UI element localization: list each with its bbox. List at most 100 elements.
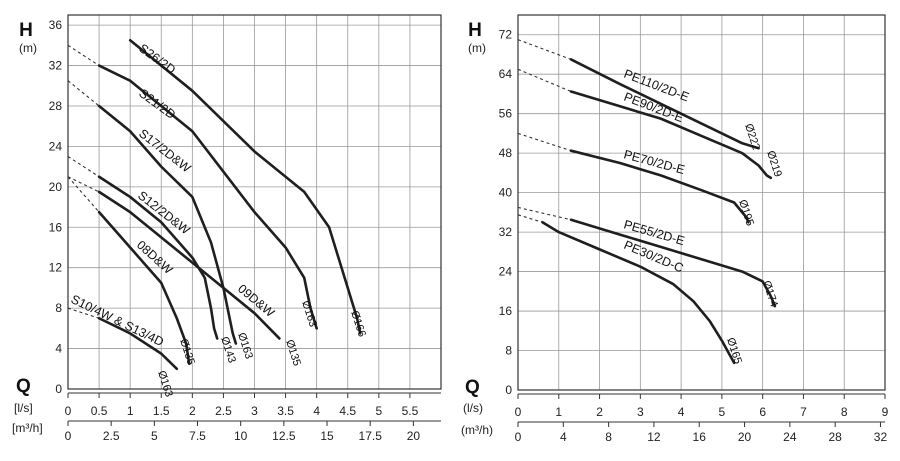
x-tick-label-ls: 6: [759, 405, 766, 419]
impeller-diameter-label: Ø163: [155, 369, 175, 398]
pump-curve: [97, 64, 318, 330]
x-tick-label-ls: 0: [515, 405, 522, 419]
x-tick-label-ls: 2.5: [215, 404, 232, 418]
x-tick-label-ls: 3: [637, 405, 644, 419]
x-axis-unit-ls: (l/s): [463, 401, 483, 415]
plot-frame: [67, 14, 442, 390]
plot-frame: [517, 14, 886, 391]
impeller-diameter-label: Ø166: [348, 309, 368, 338]
x-axis-symbol: Q: [16, 376, 31, 397]
y-tick-label: 0: [505, 383, 512, 397]
pump-curve: [569, 90, 773, 180]
y-tick-label: 48: [499, 146, 513, 160]
y-tick-label: 32: [49, 59, 63, 73]
impeller-diameter-label: Ø163: [235, 331, 255, 360]
y-tick-label: 4: [55, 342, 62, 356]
x-axis-symbol: Q: [465, 377, 480, 398]
curve-label: S21/2D: [136, 86, 178, 122]
x-tick-label-m3h: 15: [320, 429, 334, 443]
x-tick-label-m3h: 12: [647, 430, 661, 444]
x-tick-label-ls: 4: [678, 405, 685, 419]
pump-curve: [569, 218, 777, 308]
y-tick-label: 40: [499, 186, 513, 200]
x-axis-unit-m3h: [m³/h]: [12, 421, 43, 435]
x-tick-label-m3h: 20: [738, 430, 752, 444]
curve-extension-dashed: [67, 176, 100, 213]
pump-curve: [128, 38, 362, 335]
x-tick-label-ls: 3: [251, 404, 258, 418]
x-tick-label-ls: 1.5: [153, 404, 170, 418]
x-tick-label-ls: 4.5: [339, 404, 356, 418]
left-chart: 0 4 8 12 16 20 24 28 32 36 0 0.5 1 1.5 2 2.5 3 3.5 4 4.5 5 5.…: [12, 14, 442, 443]
curve-label: S12/2D&W: [135, 188, 192, 237]
y-tick-label: 12: [49, 261, 63, 275]
x-tick-label-ls: 5: [375, 404, 382, 418]
x-tick-label-ls: 8: [841, 405, 848, 419]
pump-curve: [97, 104, 238, 345]
x-tick-label-m3h: 4: [560, 430, 567, 444]
x-tick-label-ls: 1: [127, 404, 134, 418]
x-axis-unit-m3h: (m³/h): [461, 423, 493, 437]
impeller-diameter-label: Ø222: [742, 122, 762, 151]
x-tick-label-ls: 0: [65, 404, 72, 418]
curve-label: S26/2D: [136, 41, 178, 77]
pump-curve: [97, 190, 281, 340]
x-tick-label-m3h: 12.5: [272, 429, 296, 443]
impeller-diameter-label: Ø163: [299, 299, 319, 328]
impeller-diameter-label: Ø195: [736, 198, 756, 227]
curve-extension-dashed: [517, 132, 572, 152]
x-tick-label-m3h: 7.5: [189, 429, 206, 443]
curve-label: S10/4W & S13/4D: [69, 292, 166, 349]
y-tick-label: 20: [49, 180, 63, 194]
x-tick-label-ls: 5: [719, 405, 726, 419]
x-tick-label-m3h: 8: [605, 430, 612, 444]
x-tick-label-ls: 2: [596, 405, 603, 419]
y-tick-label: 8: [505, 344, 512, 358]
y-tick-label: 0: [55, 382, 62, 396]
curve-extension-dashed: [517, 214, 543, 223]
curve-extension-dashed: [517, 39, 572, 60]
pump-curve: [541, 220, 736, 365]
pump-curve: [569, 149, 750, 224]
curve-extension-dashed: [67, 156, 100, 178]
x-tick-label-m3h: 20: [407, 429, 421, 443]
x-tick-label-m3h: 16: [693, 430, 707, 444]
x-tick-label-ls: 7: [800, 405, 807, 419]
x-tick-label-ls: 3.5: [277, 404, 294, 418]
y-tick-label: 36: [49, 18, 63, 32]
x-tick-label-m3h: 10: [234, 429, 248, 443]
x-tick-label-ls: 5.5: [402, 404, 419, 418]
x-tick-label-ls: 9: [882, 405, 889, 419]
pump-curve: [97, 210, 191, 366]
y-tick-label: 24: [49, 139, 63, 153]
y-tick-label: 64: [499, 67, 513, 81]
y-axis-symbol: H: [468, 20, 482, 41]
impeller-diameter-label: Ø135: [177, 337, 197, 366]
y-tick-label: 28: [49, 99, 63, 113]
impeller-diameter-label: Ø174: [760, 279, 780, 308]
y-tick-label: 8: [55, 301, 62, 315]
y-axis-symbol: H: [19, 20, 33, 41]
curve-extension-dashed: [517, 206, 572, 221]
y-axis-unit: (m): [19, 41, 37, 55]
x-tick-label-ls: 2: [189, 404, 196, 418]
y-tick-label: 72: [499, 28, 513, 42]
curve-extension-dashed: [67, 176, 100, 193]
y-tick-label: 16: [499, 304, 513, 318]
x-tick-label-m3h: 5: [151, 429, 158, 443]
curve-label: S17/2D&W: [136, 126, 193, 175]
pump-curve: [569, 58, 760, 150]
pump-curve: [97, 316, 179, 371]
x-tick-label-m3h: 0: [65, 429, 72, 443]
x-tick-label-ls: 4: [313, 404, 320, 418]
curve-extension-dashed: [517, 68, 572, 92]
x-tick-label-m3h: 17.5: [359, 429, 383, 443]
y-tick-label: 56: [499, 107, 513, 121]
y-tick-label: 16: [49, 220, 63, 234]
x-tick-label-m3h: 2.5: [103, 429, 120, 443]
y-axis-unit: (m): [468, 41, 486, 55]
x-tick-label-ls: 0.5: [91, 404, 108, 418]
y-tick-label: 24: [499, 265, 513, 279]
